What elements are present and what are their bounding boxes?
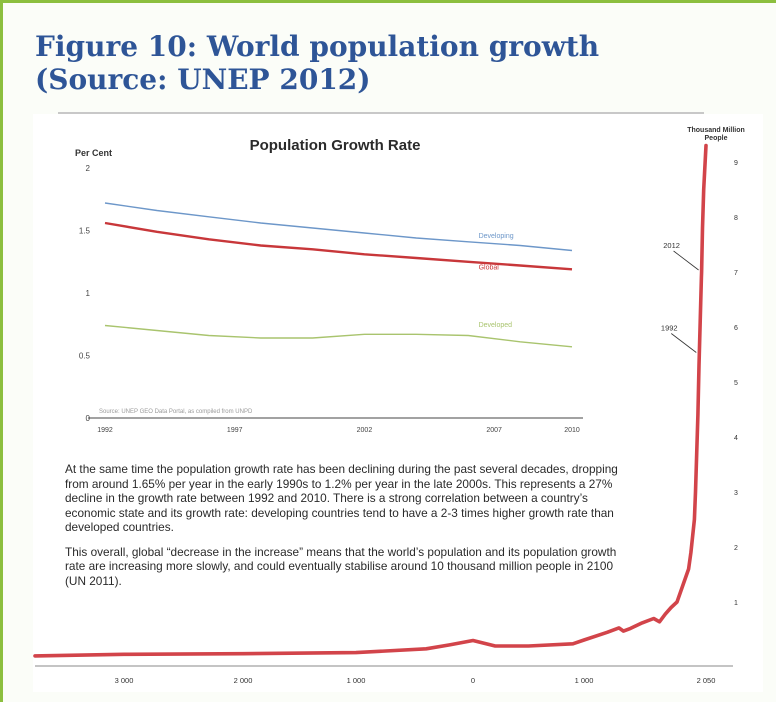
annotation-label-1992: 1992 <box>661 324 678 333</box>
annotation-label-2012: 2012 <box>663 241 680 250</box>
series-line-global <box>104 221 573 271</box>
growth-y-tick: 0.5 <box>79 352 91 361</box>
population-y-label-line1: Thousand Million <box>687 127 745 134</box>
population-x-tick: 1 000 <box>347 676 366 685</box>
population-x-tick: 2 050 <box>697 676 716 685</box>
annotation-pointer-2012 <box>673 250 699 271</box>
paragraph-1: At the same time the population growth r… <box>65 462 618 534</box>
growth-y-tick: 1 <box>86 289 91 298</box>
series-label-developing: Developing <box>479 233 514 240</box>
title-separator <box>58 112 704 114</box>
series-label-developed: Developed <box>479 322 513 329</box>
figure-title-line1: Figure 10: World population growth <box>35 30 600 63</box>
growth-x-tick: 2002 <box>357 427 373 434</box>
population-y-tick: 4 <box>734 435 738 442</box>
population-y-tick: 8 <box>734 215 738 222</box>
growth-y-label: Per Cent <box>75 148 112 158</box>
figure-title: Figure 10: World population growth (Sour… <box>35 30 599 96</box>
series-line-developed <box>104 324 573 348</box>
population-x-tick: 3 000 <box>115 676 134 685</box>
population-y-label-line2: People <box>705 135 728 142</box>
population-x-tick: 1 000 <box>575 676 594 685</box>
population-x-tick: 2 000 <box>234 676 253 685</box>
annotation-pointer-1992 <box>671 333 697 353</box>
population-y-tick: 2 <box>734 545 738 552</box>
population-y-tick: 6 <box>734 325 738 332</box>
growth-x-tick: 2007 <box>486 427 502 434</box>
growth-y-tick: 0 <box>86 414 91 423</box>
growth-y-tick: 2 <box>86 164 91 173</box>
growth-chart-title: Population Growth Rate <box>249 137 421 154</box>
growth-source-note: Source: UNEP GEO Data Portal, as compile… <box>99 409 253 415</box>
figure-title-line2: (Source: UNEP 2012) <box>35 63 371 96</box>
growth-x-tick: 1997 <box>227 427 243 434</box>
growth-x-tick: 1992 <box>97 427 113 434</box>
population-y-tick: 3 <box>734 490 738 497</box>
series-label-global: Global <box>479 264 500 271</box>
population-y-tick: 5 <box>734 380 738 387</box>
population-y-tick: 1 <box>734 600 738 607</box>
population-y-tick: 7 <box>734 270 738 277</box>
body-text: At the same time the population growth r… <box>65 462 625 598</box>
growth-y-tick: 1.5 <box>79 227 91 236</box>
growth-x-tick: 2010 <box>564 427 580 434</box>
population-x-tick: 0 <box>471 676 475 685</box>
population-line <box>33 143 708 658</box>
series-line-developing <box>104 202 573 252</box>
population-y-tick: 9 <box>734 160 738 167</box>
paragraph-2: This overall, global “decrease in the in… <box>65 544 617 588</box>
